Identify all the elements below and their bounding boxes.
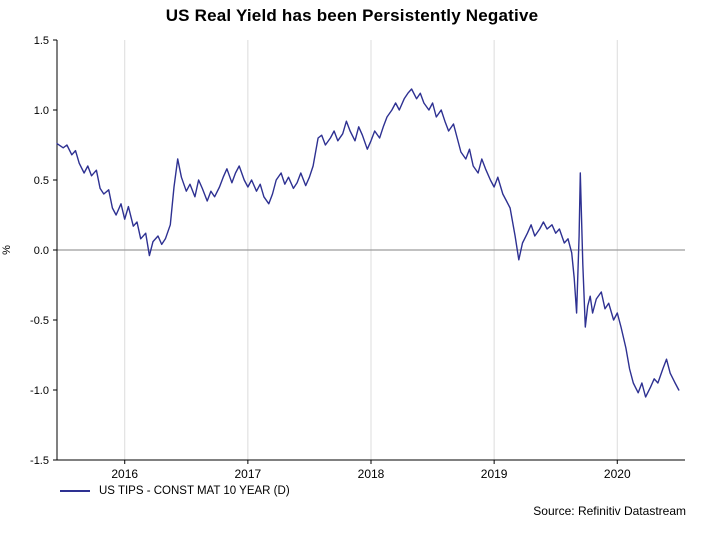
y-tick-label: 0.0 (34, 245, 49, 257)
x-tick-label: 2019 (481, 467, 508, 481)
y-tick-label: -1.0 (30, 385, 49, 397)
y-tick-label: 1.5 (34, 35, 49, 47)
legend-line-swatch (60, 490, 90, 492)
x-tick-label: 2020 (604, 467, 631, 481)
y-tick-label: -1.5 (30, 455, 49, 467)
chart-title: US Real Yield has been Persistently Nega… (165, 6, 539, 25)
source-credit: Source: Refinitiv Datastream (533, 504, 686, 518)
legend-series-label: US TIPS - CONST MAT 10 YEAR (D) (99, 485, 290, 497)
y-tick-label: 0.5 (34, 175, 49, 187)
x-tick-label: 2016 (111, 467, 138, 481)
y-tick-label: -0.5 (30, 315, 49, 327)
x-tick-label: 2018 (358, 467, 385, 481)
series-line (56, 88, 680, 398)
y-tick-label: 1.0 (34, 105, 49, 117)
legend: US TIPS - CONST MAT 10 YEAR (D) (60, 485, 290, 497)
x-tick-label: 2017 (235, 467, 262, 481)
